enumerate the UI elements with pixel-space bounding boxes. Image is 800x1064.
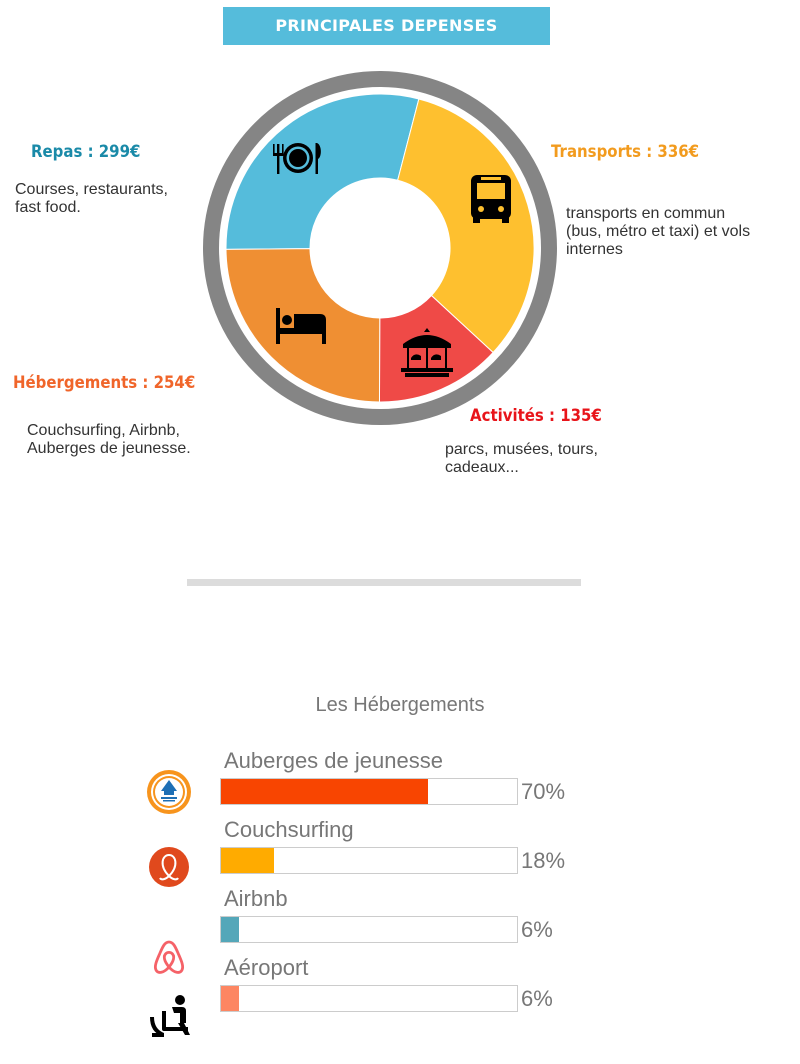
carousel-icon xyxy=(401,328,453,377)
bar-track-couchsurfing xyxy=(220,847,518,874)
activites-description: parcs, musées, tours, cadeaux... xyxy=(445,441,598,476)
chart-title: PRINCIPALES DEPENSES xyxy=(223,7,550,45)
bar-track-aeroport xyxy=(220,985,518,1012)
airbnb-icon xyxy=(153,940,185,974)
bar-value-couchsurfing: 18% xyxy=(521,848,566,873)
couchsurfing-icon xyxy=(149,847,189,887)
bar-label-couchsurfing: Couchsurfing xyxy=(224,817,354,842)
bar-fill-airbnb xyxy=(221,917,239,942)
repas-label: Repas : 299€ xyxy=(31,142,141,162)
bar-fill-auberges xyxy=(221,779,429,804)
activites-label: Activités : 135€ xyxy=(470,406,602,426)
bar-fill-aeroport xyxy=(221,986,239,1011)
bar-value-aeroport: 6% xyxy=(521,986,553,1011)
slice-transports xyxy=(397,98,535,354)
transports-description: transports en commun (bus, métro et taxi… xyxy=(566,205,751,258)
bar-track-airbnb xyxy=(220,916,518,943)
airport-seat-icon xyxy=(150,995,190,1037)
bar-fill-couchsurfing xyxy=(221,848,275,873)
bar-track-auberges xyxy=(220,778,518,805)
bar-label-airbnb: Airbnb xyxy=(224,886,288,911)
slice-repas xyxy=(225,93,420,250)
hebergements-description: Couchsurfing, Airbnb, Auberges de jeunes… xyxy=(27,422,191,457)
bar-value-auberges: 70% xyxy=(521,779,566,804)
section-divider xyxy=(187,579,581,586)
dining-icon xyxy=(273,143,321,174)
bed-icon xyxy=(276,308,326,344)
bar-chart-title: Les Hébergements xyxy=(315,694,485,716)
bar-label-aeroport: Aéroport xyxy=(224,955,309,980)
donut-outer-ring xyxy=(203,71,557,425)
bus-icon xyxy=(471,175,511,223)
bar-label-auberges: Auberges de jeunesse xyxy=(224,748,443,773)
hostelling-international-icon xyxy=(147,770,191,814)
bar-value-airbnb: 6% xyxy=(521,917,553,942)
transports-label: Transports : 336€ xyxy=(551,142,700,162)
donut-chart xyxy=(203,71,557,425)
repas-description: Courses, restaurants, fast food. xyxy=(15,181,168,216)
hebergements-label: Hébergements : 254€ xyxy=(13,373,196,393)
